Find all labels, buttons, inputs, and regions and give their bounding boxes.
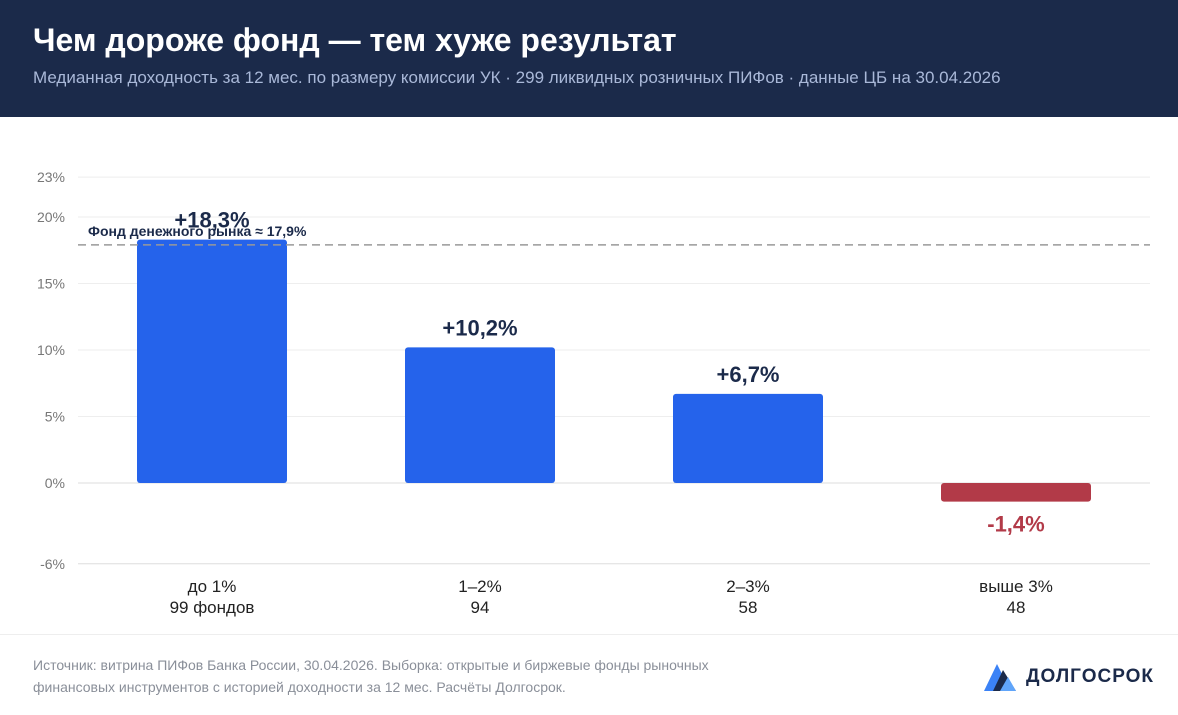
- bar-value-label: +18,3%: [174, 208, 249, 233]
- bar-value-label: -1,4%: [987, 512, 1044, 537]
- x-category-count: 58: [739, 598, 758, 617]
- y-tick-label: 0%: [45, 475, 65, 491]
- x-category-label: до 1%: [188, 577, 237, 596]
- y-tick-label: 20%: [37, 209, 65, 225]
- x-category-count: 48: [1007, 598, 1026, 617]
- y-tick-label: 5%: [45, 409, 65, 425]
- y-tick-label: 10%: [37, 342, 65, 358]
- y-tick-label: -6%: [40, 556, 65, 572]
- x-category-label: 1–2%: [458, 577, 501, 596]
- chart-header: Чем дороже фонд — тем хуже результат Мед…: [0, 0, 1178, 117]
- mountain-logo-icon: [984, 664, 1016, 691]
- bar: [941, 483, 1091, 502]
- page-title: Чем дороже фонд — тем хуже результат: [33, 22, 677, 58]
- footer-divider: [0, 634, 1178, 635]
- bar: [405, 347, 555, 483]
- y-tick-label: 15%: [37, 276, 65, 292]
- bar-value-label: +10,2%: [442, 315, 517, 340]
- x-category-label: выше 3%: [979, 577, 1053, 596]
- brand-name: ДОЛГОСРОК: [1026, 666, 1154, 687]
- source-note: Источник: витрина ПИФов Банка России, 30…: [33, 657, 709, 695]
- bar: [137, 239, 287, 483]
- x-category-label: 2–3%: [726, 577, 769, 596]
- y-tick-label: 23%: [37, 169, 65, 185]
- bar: [673, 393, 823, 483]
- x-category-count: 94: [471, 598, 490, 617]
- bar-chart: -6% 0% 5% 10% 15% 20% 23% +18,3% до 1% 99 фондов +…: [37, 169, 1150, 617]
- x-category-count: 99 фондов: [170, 598, 255, 617]
- reference-line-label: Фонд денежного рынка ≈ 17,9%: [88, 223, 307, 239]
- bar-value-label: +6,7%: [717, 362, 780, 387]
- page-subtitle: Медианная доходность за 12 мес. по разме…: [33, 68, 1001, 87]
